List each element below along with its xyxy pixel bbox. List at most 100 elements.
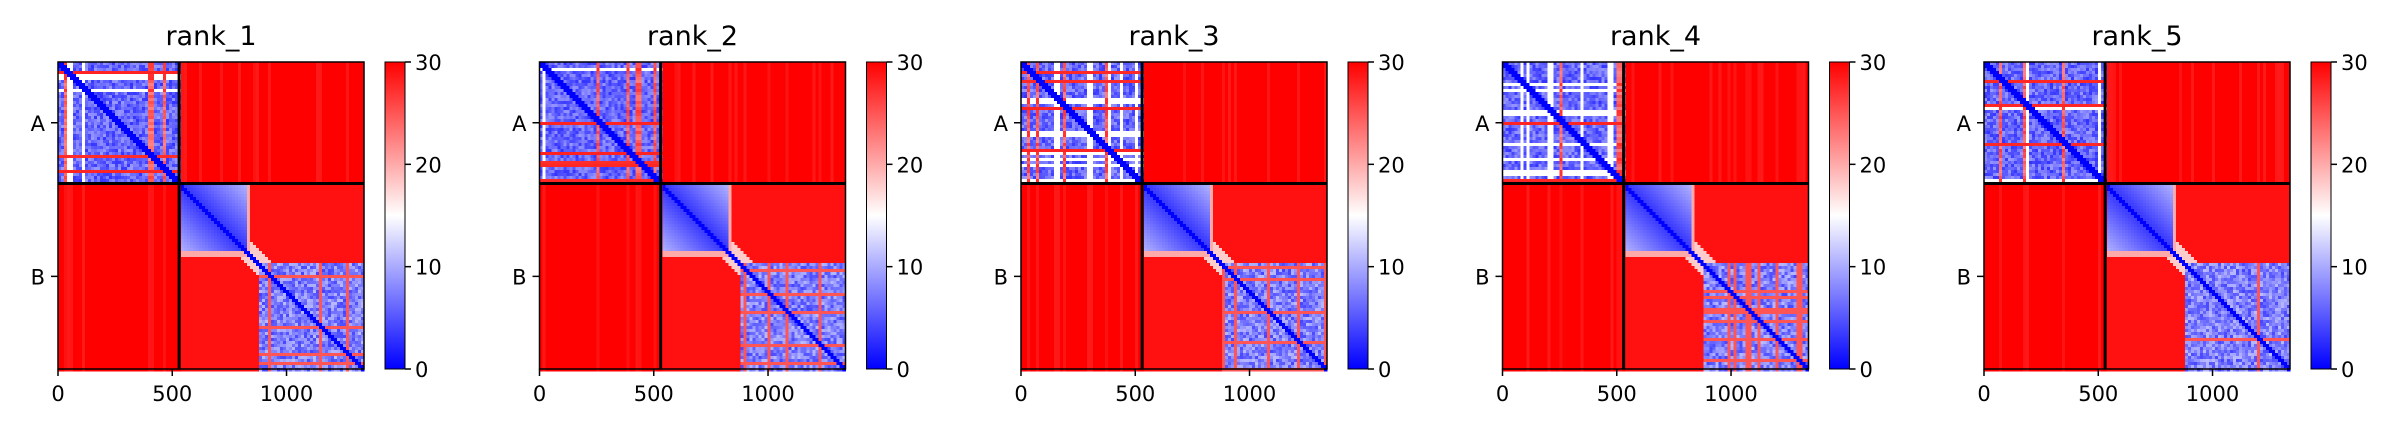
heatmap-cell bbox=[157, 125, 161, 129]
heatmap-cell bbox=[241, 86, 245, 90]
heatmap-cell bbox=[238, 83, 242, 87]
heatmap-cell bbox=[250, 116, 254, 120]
heatmap-cell bbox=[151, 65, 155, 69]
heatmap-cell bbox=[253, 77, 257, 81]
heatmap-cell bbox=[148, 137, 152, 141]
heatmap-cell bbox=[151, 80, 155, 84]
heatmap-cell bbox=[208, 92, 212, 96]
heatmap-cell bbox=[196, 122, 200, 126]
heatmap-cell bbox=[115, 137, 119, 141]
heatmap-cell bbox=[163, 83, 167, 87]
heatmap-cell bbox=[289, 71, 293, 75]
heatmap-cell bbox=[307, 116, 311, 120]
heatmap-cell bbox=[319, 101, 323, 105]
heatmap-cell bbox=[70, 143, 74, 147]
heatmap-cell bbox=[118, 140, 122, 144]
heatmap-cell bbox=[172, 143, 176, 147]
heatmap-cell bbox=[208, 134, 212, 138]
heatmap-cell bbox=[121, 122, 125, 126]
heatmap-cell bbox=[220, 104, 224, 108]
heatmap-cell bbox=[73, 116, 77, 120]
heatmap-cell bbox=[316, 74, 320, 78]
heatmap-cell bbox=[301, 95, 305, 99]
heatmap-cell bbox=[142, 77, 146, 81]
heatmap-cell bbox=[262, 140, 266, 144]
heatmap-cell bbox=[79, 149, 83, 153]
heatmap-cell bbox=[160, 65, 164, 69]
heatmap-cell bbox=[256, 104, 260, 108]
heatmap-cell bbox=[286, 80, 290, 84]
heatmap-cell bbox=[277, 128, 281, 132]
heatmap-cell bbox=[151, 110, 155, 114]
heatmap-cell bbox=[145, 83, 149, 87]
heatmap-cell bbox=[313, 122, 317, 126]
heatmap-cell bbox=[214, 125, 218, 129]
heatmap-cell bbox=[88, 74, 92, 78]
heatmap-cell bbox=[160, 146, 164, 150]
heatmap-cell bbox=[343, 137, 347, 141]
heatmap-cell bbox=[193, 146, 197, 150]
heatmap-cell bbox=[253, 125, 257, 129]
heatmap-cell bbox=[307, 143, 311, 147]
heatmap-cell bbox=[214, 107, 218, 111]
heatmap-cell bbox=[229, 104, 233, 108]
heatmap-cell bbox=[250, 89, 254, 93]
heatmap-cell bbox=[145, 104, 149, 108]
heatmap-cell bbox=[79, 104, 83, 108]
heatmap-cell bbox=[259, 125, 263, 129]
heatmap-cell bbox=[187, 146, 191, 150]
heatmap-cell bbox=[70, 125, 74, 129]
heatmap-cell bbox=[334, 80, 338, 84]
heatmap-cell bbox=[310, 80, 314, 84]
heatmap-cell bbox=[343, 113, 347, 117]
heatmap-cell bbox=[241, 65, 245, 69]
heatmap-cell bbox=[130, 101, 134, 105]
heatmap-cell bbox=[169, 140, 173, 144]
heatmap-cell bbox=[142, 98, 146, 102]
heatmap-cell bbox=[325, 134, 329, 138]
heatmap-cell bbox=[181, 65, 185, 69]
heatmap-cell bbox=[241, 68, 245, 72]
heatmap-cell bbox=[97, 146, 101, 150]
heatmap-cell bbox=[331, 119, 335, 123]
heatmap-cell bbox=[88, 110, 92, 114]
heatmap-cell bbox=[133, 80, 137, 84]
heatmap-cell bbox=[238, 77, 242, 81]
heatmap-cell bbox=[232, 77, 236, 81]
heatmap-cell bbox=[118, 131, 122, 135]
heatmap-cell bbox=[73, 101, 77, 105]
heatmap-cell bbox=[301, 65, 305, 69]
heatmap-cell bbox=[82, 74, 86, 78]
heatmap-cell bbox=[352, 77, 356, 81]
heatmap-cell bbox=[295, 128, 299, 132]
heatmap-cell bbox=[235, 128, 239, 132]
heatmap-cell bbox=[154, 65, 158, 69]
heatmap-cell bbox=[148, 65, 152, 69]
heatmap-cell bbox=[127, 137, 131, 141]
heatmap-cell bbox=[118, 98, 122, 102]
heatmap-cell bbox=[310, 92, 314, 96]
heatmap-cell bbox=[193, 107, 197, 111]
heatmap-cell bbox=[325, 119, 329, 123]
heatmap-cell bbox=[253, 134, 257, 138]
heatmap-cell bbox=[94, 77, 98, 81]
heatmap-cell bbox=[61, 92, 65, 96]
heatmap-cell bbox=[196, 83, 200, 87]
heatmap-cell bbox=[217, 80, 221, 84]
heatmap-cell bbox=[187, 116, 191, 120]
heatmap-cell bbox=[73, 95, 77, 99]
heatmap-cell bbox=[316, 110, 320, 114]
heatmap-cell bbox=[346, 143, 350, 147]
heatmap-cell bbox=[166, 134, 170, 138]
heatmap-cell bbox=[103, 65, 107, 69]
heatmap-cell bbox=[76, 134, 80, 138]
heatmap-cell bbox=[334, 143, 338, 147]
heatmap-cell bbox=[166, 122, 170, 126]
heatmap-cell bbox=[199, 101, 203, 105]
heatmap-cell bbox=[250, 125, 254, 129]
heatmap-cell bbox=[241, 149, 245, 153]
heatmap-cell bbox=[94, 146, 98, 150]
heatmap-cell bbox=[298, 137, 302, 141]
heatmap-cell bbox=[199, 140, 203, 144]
heatmap-cell bbox=[187, 134, 191, 138]
